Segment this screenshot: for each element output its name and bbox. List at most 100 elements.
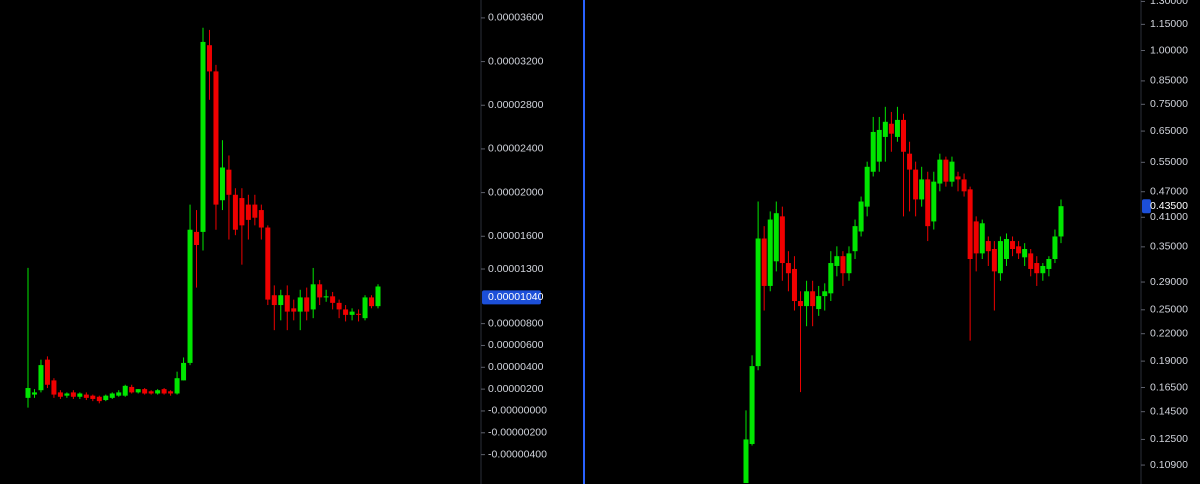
candle-body xyxy=(181,362,187,381)
candle-body xyxy=(155,390,161,394)
candle-body xyxy=(907,153,913,170)
candle-body xyxy=(785,263,791,274)
candle-body xyxy=(852,226,858,252)
candle-body xyxy=(258,210,264,228)
y-tick-label: 1.00000 xyxy=(1150,44,1188,56)
y-tick-label: 0.12500 xyxy=(1150,433,1188,445)
candle-body xyxy=(356,313,362,315)
candle-body xyxy=(901,119,906,152)
y-tick-label: 0.55000 xyxy=(1150,156,1188,168)
candle-body xyxy=(31,392,37,395)
candle-body xyxy=(816,296,822,310)
last-price-label: 0.43500 xyxy=(1150,200,1188,212)
candle-body xyxy=(810,291,816,307)
candle-body xyxy=(96,396,102,402)
candle-body xyxy=(161,389,167,394)
candle-body xyxy=(323,296,329,298)
y-tick-label: 0.00000800 xyxy=(488,317,544,329)
candle-body xyxy=(116,392,122,396)
candle-body xyxy=(194,231,200,246)
candle-body xyxy=(967,189,973,260)
candle-body xyxy=(362,297,368,319)
candle-body xyxy=(206,45,212,72)
candle-body xyxy=(804,291,810,307)
candle-body xyxy=(148,391,154,394)
candle-body xyxy=(310,284,316,310)
candle-body xyxy=(937,159,943,184)
y-tick-label: 0.00003200 xyxy=(488,55,544,67)
candle-body xyxy=(278,295,284,306)
candle-body xyxy=(226,169,232,195)
candle-body xyxy=(1058,206,1064,237)
candle-body xyxy=(943,159,949,182)
candle-body xyxy=(991,249,997,272)
candle-body xyxy=(122,385,128,396)
y-tick-label: 0.00000600 xyxy=(488,339,544,351)
candle-body xyxy=(798,301,804,307)
candle-body xyxy=(343,309,349,315)
candle-body xyxy=(38,365,44,391)
candle-body xyxy=(749,366,755,444)
candle-body xyxy=(44,359,50,385)
y-tick-label: 0.75000 xyxy=(1150,98,1188,110)
candle-body xyxy=(1028,253,1034,269)
candle-body xyxy=(985,241,991,252)
candle-body xyxy=(925,179,931,227)
candle-body xyxy=(297,297,303,312)
candle-body xyxy=(913,169,919,200)
candle-body xyxy=(70,392,76,397)
candle-body xyxy=(858,201,864,232)
candle-body xyxy=(761,238,767,286)
y-tick-label: 0.29000 xyxy=(1150,276,1188,288)
candle-body xyxy=(103,395,109,401)
y-tick-label: 0.00001300 xyxy=(488,263,544,275)
y-tick-label: 0.00000200 xyxy=(488,383,544,395)
candle-body xyxy=(174,378,180,394)
candle-body xyxy=(90,395,96,399)
candle-body xyxy=(232,194,238,230)
candle-body xyxy=(317,284,323,298)
candle-body xyxy=(931,181,937,222)
y-tick-label: -0.00000200 xyxy=(488,427,547,439)
candle-body xyxy=(882,121,888,137)
y-tick-label: 0.00002800 xyxy=(488,99,544,111)
candle-body xyxy=(239,198,245,226)
y-tick-label: 0.14500 xyxy=(1150,405,1188,417)
last-price-tag xyxy=(482,290,541,305)
y-tick-label: 0.00002400 xyxy=(488,143,544,155)
candle-body xyxy=(955,176,961,180)
candle-body xyxy=(135,389,141,393)
y-tick-label: 0.00000400 xyxy=(488,361,544,373)
y-tick-label: 0.10900 xyxy=(1150,459,1188,471)
candle-body xyxy=(834,256,840,266)
candle-body xyxy=(1022,249,1028,258)
candle-body xyxy=(77,393,83,397)
candle-body xyxy=(979,223,985,254)
y-tick-label: 1.15000 xyxy=(1150,18,1188,30)
candle-body xyxy=(755,238,761,367)
candle-body xyxy=(304,297,310,312)
y-tick-label: 0.19000 xyxy=(1150,355,1188,367)
candle-body xyxy=(1016,246,1022,254)
candle-body xyxy=(271,295,277,306)
candle-body xyxy=(1003,239,1009,260)
candle-body xyxy=(846,253,852,274)
candle-body xyxy=(773,213,779,262)
candle-body xyxy=(1046,259,1052,269)
y-tick-label: 0.35000 xyxy=(1150,241,1188,253)
candle-body xyxy=(997,241,1003,274)
candle-body xyxy=(840,256,846,274)
candle-body xyxy=(51,380,57,395)
candle-body xyxy=(894,119,900,137)
y-tick-label: 1.30000 xyxy=(1150,0,1188,7)
y-tick-label: 0.22000 xyxy=(1150,327,1188,339)
candle-body xyxy=(349,311,355,315)
candle-body xyxy=(213,71,219,205)
candle-body xyxy=(828,263,834,294)
y-tick-label: -0.00000000 xyxy=(488,405,547,417)
candle-body xyxy=(109,393,115,398)
last-price-label: 0.00001040 xyxy=(488,291,544,303)
candle-body xyxy=(870,131,876,172)
y-tick-label: 0.25000 xyxy=(1150,304,1188,316)
